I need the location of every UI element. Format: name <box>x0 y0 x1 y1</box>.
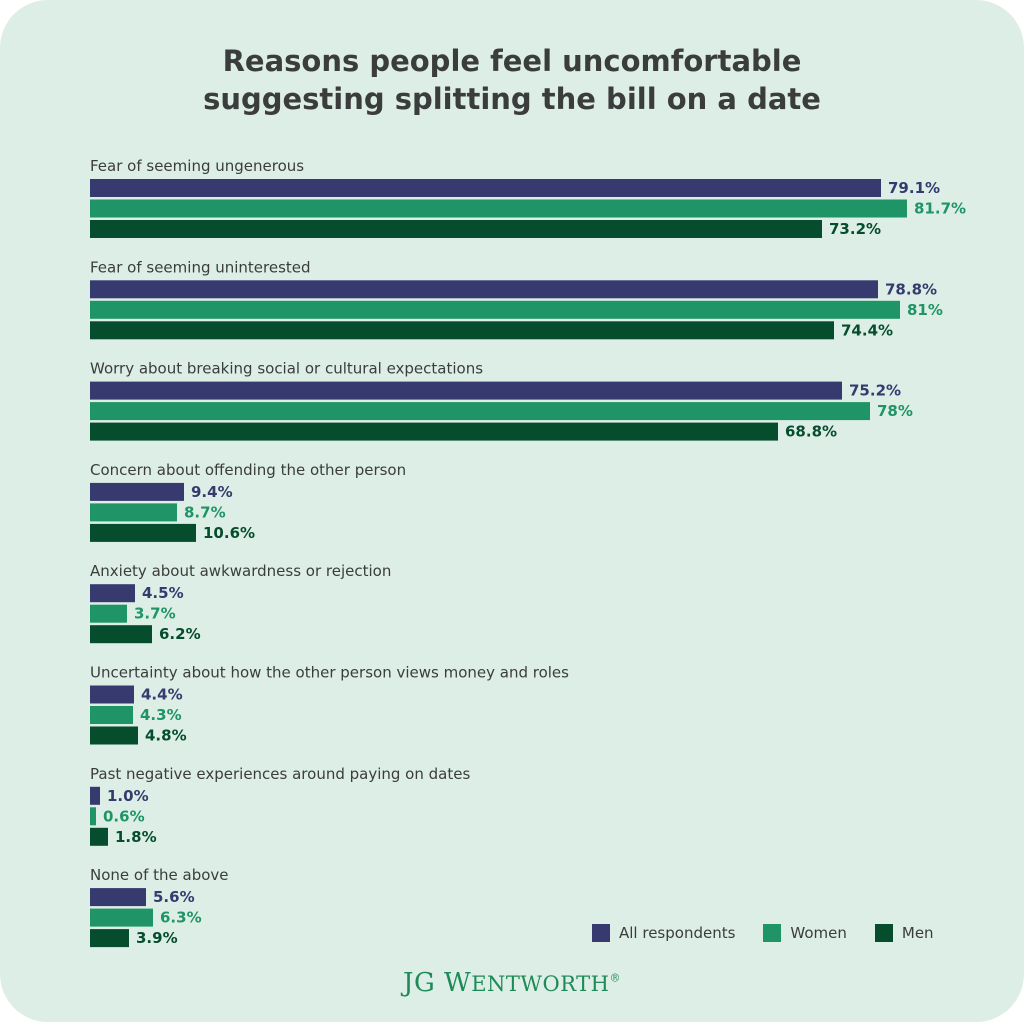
data-label-men: 10.6% <box>203 524 255 542</box>
chart-title-line-1: Reasons people feel uncomfortable <box>222 44 802 78</box>
category-label: None of the above <box>90 866 229 884</box>
brand-logo-first: JG W <box>403 968 472 998</box>
legend-swatch-all <box>592 924 610 942</box>
brand-logo-mark: ® <box>609 971 621 985</box>
bar-men <box>90 827 108 846</box>
bar-men <box>90 422 778 441</box>
bar-all-respondents <box>90 685 134 704</box>
data-label-women: 78% <box>877 402 913 420</box>
data-label-all-respondents: 75.2% <box>849 382 901 400</box>
category-label: Past negative experiences around paying … <box>90 765 470 783</box>
data-label-women: 81.7% <box>914 200 966 218</box>
legend-item-women: Women <box>763 924 847 942</box>
data-label-men: 6.2% <box>159 625 201 643</box>
bar-women <box>90 402 870 421</box>
category-label: Anxiety about awkwardness or rejection <box>90 562 391 580</box>
data-label-men: 4.8% <box>145 727 187 745</box>
category-label: Fear of seeming uninterested <box>90 258 311 276</box>
legend-item-all: All respondents <box>592 924 735 942</box>
legend-label-men: Men <box>901 924 934 942</box>
data-label-all-respondents: 1.0% <box>107 787 149 805</box>
legend-label-all: All respondents <box>619 924 736 942</box>
data-label-all-respondents: 78.8% <box>885 280 937 298</box>
bar-women <box>90 807 96 826</box>
bar-women <box>90 604 127 623</box>
bar-men <box>90 220 822 238</box>
bar-men <box>90 929 129 948</box>
data-label-men: 73.2% <box>829 220 881 238</box>
data-label-women: 81% <box>907 301 943 319</box>
data-label-all-respondents: 4.5% <box>142 584 184 602</box>
data-label-women: 0.6% <box>103 807 145 825</box>
data-label-women: 4.3% <box>140 706 182 724</box>
data-label-women: 3.7% <box>134 605 176 623</box>
bar-men <box>90 625 152 644</box>
data-label-women: 8.7% <box>184 503 226 521</box>
bar-all-respondents <box>90 482 184 501</box>
brand-logo: JG WENTWORTH® <box>0 968 1024 998</box>
legend-swatch-women <box>763 924 782 942</box>
data-label-men: 3.9% <box>136 929 178 947</box>
bar-women <box>90 706 133 724</box>
data-label-all-respondents: 9.4% <box>191 483 233 501</box>
bar-all-respondents <box>90 584 135 603</box>
category-label: Worry about breaking social or cultural … <box>90 360 483 378</box>
data-label-men: 1.8% <box>115 828 157 846</box>
category-label: Fear of seeming ungenerous <box>90 157 304 175</box>
data-label-all-respondents: 5.6% <box>153 888 195 906</box>
bar-men <box>90 726 138 745</box>
legend: All respondents Women Men <box>592 924 962 942</box>
bar-men <box>90 523 196 542</box>
bar-men <box>90 321 834 340</box>
data-label-men: 68.8% <box>785 423 837 441</box>
category-label: Concern about offending the other person <box>90 461 406 479</box>
category-label: Uncertainty about how the other person v… <box>90 664 569 682</box>
brand-logo-rest: ENTWORTH <box>471 972 610 996</box>
bar-all-respondents <box>90 381 842 400</box>
data-label-women: 6.3% <box>160 909 202 927</box>
bar-all-respondents <box>90 888 146 907</box>
bar-women <box>90 908 153 927</box>
legend-label-women: Women <box>790 924 847 942</box>
bar-women <box>90 300 900 319</box>
legend-item-men: Men <box>874 924 934 942</box>
bar-women <box>90 199 907 218</box>
bar-all-respondents <box>90 280 878 299</box>
legend-swatch-men <box>874 924 893 942</box>
chart-title-line-2: suggesting splitting the bill on a date <box>203 82 821 116</box>
bar-all-respondents <box>90 786 100 805</box>
bar-women <box>90 503 177 522</box>
data-label-all-respondents: 4.4% <box>141 686 183 704</box>
data-label-men: 74.4% <box>841 321 893 339</box>
chart-title: Reasons people feel uncomfortable sugges… <box>0 42 1024 118</box>
data-label-all-respondents: 79.1% <box>888 179 940 197</box>
bar-all-respondents <box>90 179 881 197</box>
